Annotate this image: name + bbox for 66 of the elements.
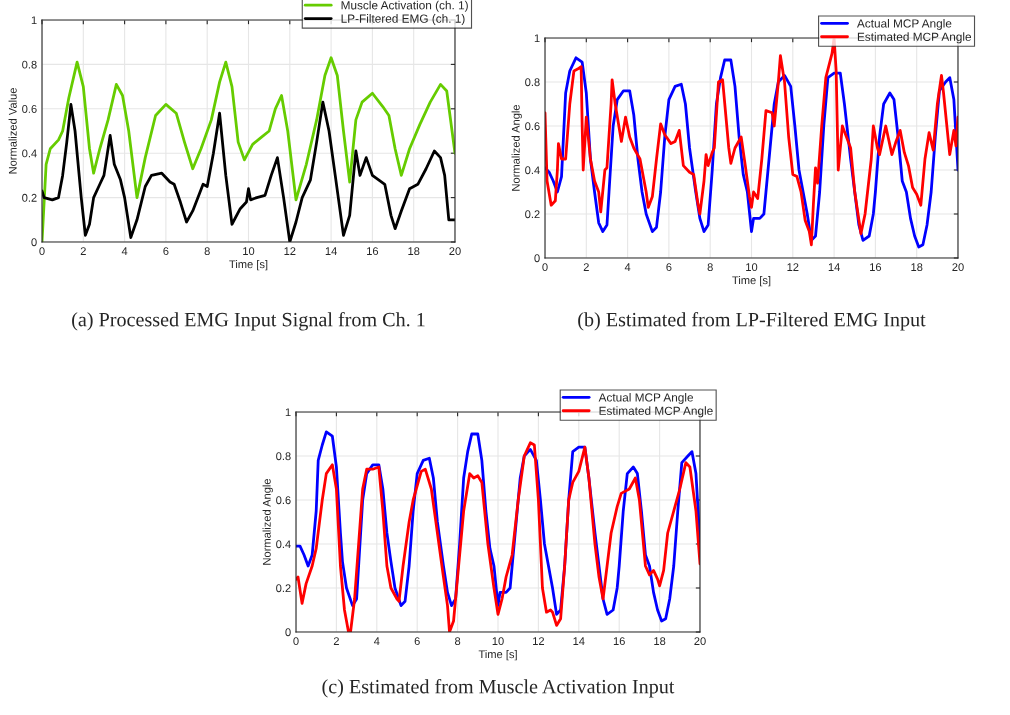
text: (b) Estimated from LP-Filtered EMG Input	[578, 312, 926, 331]
x-tick-label: 16	[367, 247, 379, 256]
x-tick-label: 8	[204, 247, 210, 256]
x-tick-label: 0	[542, 263, 548, 272]
x-axis-title: Time [s]	[478, 650, 517, 661]
y-tick-label: 1	[31, 16, 37, 25]
y-axis-title: Normalized Angle	[511, 104, 522, 191]
x-tick-label: 16	[613, 637, 625, 646]
x-tick-label: 0	[39, 247, 45, 256]
x-tick-label: 16	[870, 263, 882, 272]
text: (a) Processed EMG Input Signal from Ch. 1	[72, 312, 425, 331]
x-axis-title: Time [s]	[229, 260, 268, 271]
x-axis-title: Time [s]	[732, 276, 771, 287]
x-tick-label: 2	[583, 263, 589, 271]
x-tick-label: 0	[293, 637, 299, 646]
legend-label: Estimated MCP Angle	[599, 406, 713, 418]
y-tick-label: 0.2	[525, 210, 540, 219]
x-tick-label: 14	[828, 263, 840, 271]
x-tick-label: 6	[414, 637, 420, 646]
y-tick-label: 0.6	[22, 105, 37, 113]
y-tick-label: 1	[285, 408, 291, 417]
x-tick-label: 6	[666, 263, 672, 272]
legend-label: LP-Filtered EMG (ch. 1)	[341, 14, 465, 26]
x-tick-label: 18	[654, 637, 666, 646]
text: (c) Estimated from Muscle Activation Input	[322, 679, 675, 698]
y-tick-label: 0.6	[525, 122, 540, 131]
legend-label: Actual MCP Angle	[856, 18, 952, 30]
y-tick-label: 0	[534, 254, 540, 263]
x-tick-label: 20	[694, 637, 706, 646]
x-tick-label: 12	[533, 637, 545, 645]
y-tick-label: 0.4	[22, 149, 37, 158]
y-tick-label: 0.6	[276, 496, 291, 505]
y-tick-label: 0.8	[22, 60, 37, 69]
x-tick-label: 2	[80, 247, 86, 255]
y-tick-label: 0.8	[276, 452, 291, 461]
x-tick-label: 12	[787, 263, 799, 271]
legend-label: Estimated MCP Angle	[857, 32, 972, 44]
x-tick-label: 10	[492, 637, 504, 646]
legend-label: Muscle Activation (ch. 1)	[341, 0, 468, 12]
y-axis-title: Normalized Value	[8, 88, 17, 174]
x-tick-label: 10	[746, 263, 758, 272]
y-tick-label: 0.4	[276, 540, 291, 549]
x-tick-label: 12	[284, 247, 296, 255]
x-tick-label: 18	[911, 263, 923, 272]
y-tick-label: 0.2	[276, 584, 291, 593]
x-tick-label: 18	[408, 247, 420, 256]
x-tick-label: 4	[373, 637, 380, 645]
y-tick-label: 0	[285, 628, 291, 637]
y-tick-label: 0.4	[525, 166, 540, 175]
y-tick-label: 1	[534, 34, 540, 43]
x-tick-label: 4	[624, 263, 631, 271]
y-tick-label: 0	[31, 238, 37, 247]
x-tick-label: 8	[454, 637, 461, 646]
x-tick-label: 14	[325, 247, 337, 255]
y-axis-title: Normalized Angle	[262, 478, 273, 565]
x-tick-label: 6	[163, 247, 169, 256]
x-tick-label: 14	[573, 637, 585, 645]
y-tick-label: 0.2	[22, 193, 37, 202]
x-tick-label: 4	[121, 247, 128, 255]
y-tick-label: 0.8	[525, 78, 540, 87]
x-tick-label: 10	[243, 247, 255, 256]
x-tick-label: 8	[707, 263, 713, 272]
x-tick-label: 20	[952, 263, 964, 272]
x-tick-label: 2	[333, 637, 339, 645]
legend-label: Actual MCP Angle	[598, 392, 694, 404]
x-tick-label: 20	[449, 247, 461, 256]
